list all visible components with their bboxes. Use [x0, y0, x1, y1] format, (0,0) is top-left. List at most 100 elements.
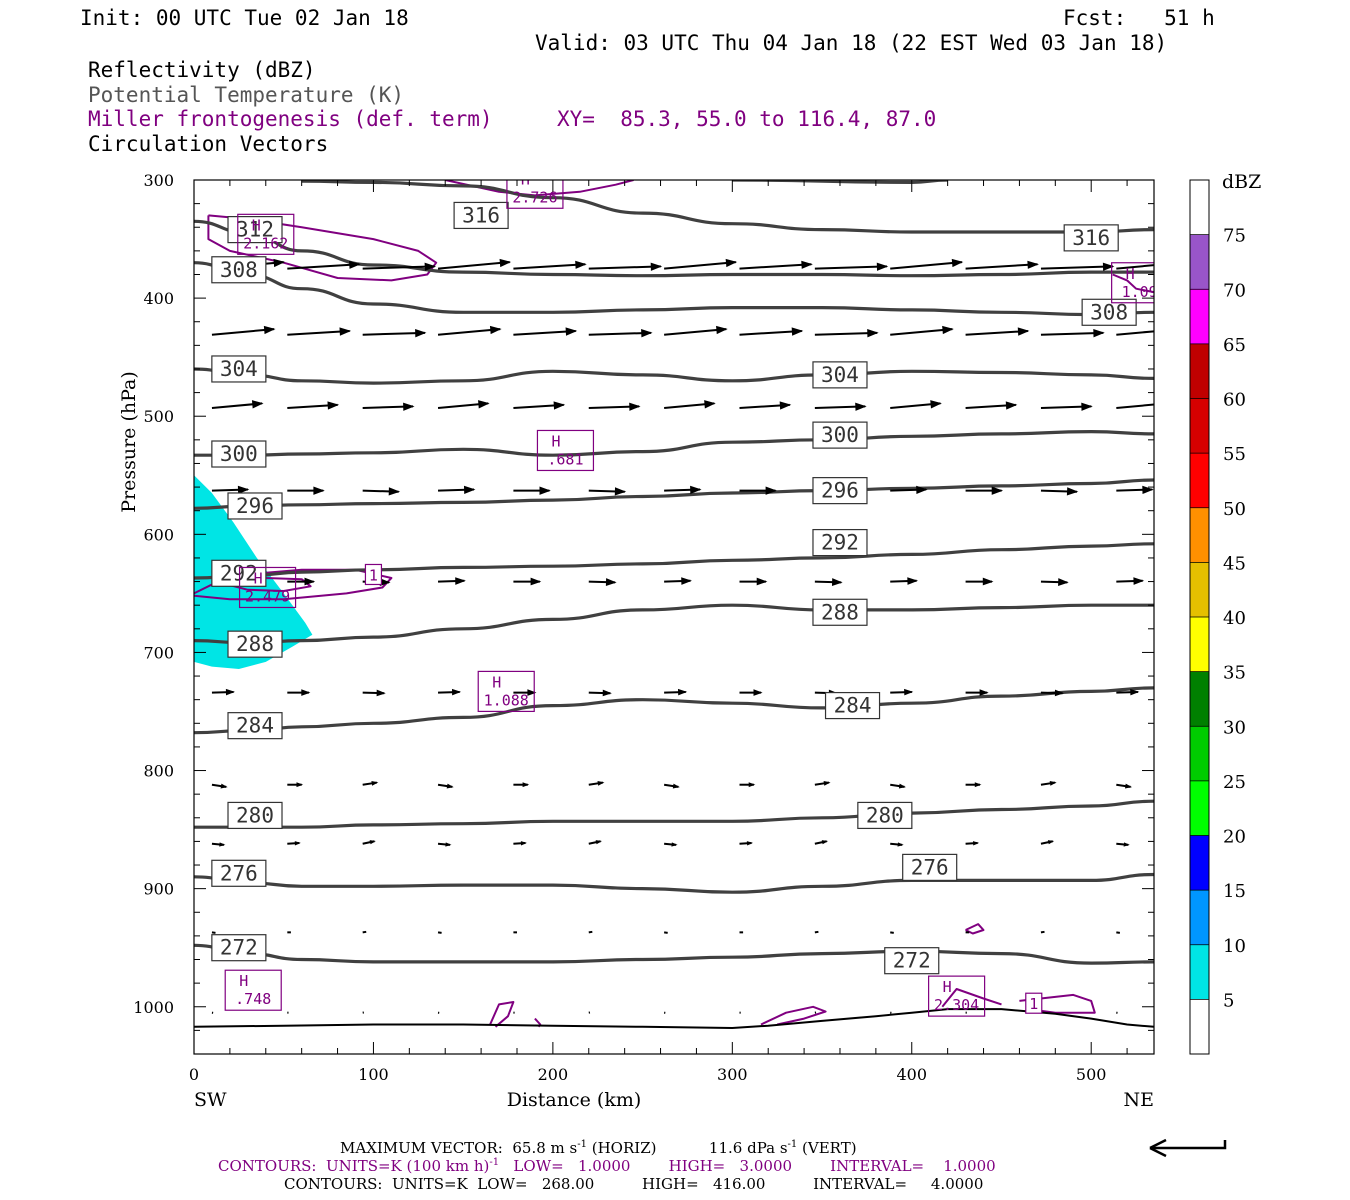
vector-head	[930, 400, 942, 409]
circulation-vector	[739, 327, 804, 336]
circulation-vector	[1040, 930, 1045, 934]
theta-label-text: 280	[866, 803, 904, 827]
theta-label-276: 276	[211, 859, 267, 887]
theta-label-276: 276	[902, 853, 958, 881]
vector-head	[629, 402, 641, 411]
vector-shaft	[437, 328, 501, 336]
frontogenesis-contour-10	[965, 923, 985, 935]
theta-contour-288	[194, 603, 1154, 645]
colorbar-segment	[1190, 562, 1209, 617]
vector-head	[446, 783, 454, 789]
vector-shaft	[588, 930, 593, 934]
colorbar-level-label: 35	[1223, 663, 1246, 684]
circulation-vector	[588, 487, 627, 496]
circulation-vector	[663, 783, 680, 789]
field-potential-temperature: Potential Temperature (K)	[88, 83, 405, 107]
theta-label-text: 300	[220, 442, 258, 466]
vector-head	[1049, 780, 1057, 786]
vector-head	[304, 577, 316, 586]
circulation-vector	[739, 782, 756, 788]
x-tick-label: 200	[538, 1065, 569, 1084]
vector-head	[539, 486, 551, 495]
theta-label-box	[227, 801, 283, 830]
vector-head	[565, 327, 578, 336]
frontogenesis-contour-label-text: 1	[1029, 995, 1038, 1013]
frontogenesis-max: H2.479	[238, 566, 297, 609]
circulation-vector	[1040, 780, 1057, 786]
vector-head	[1093, 329, 1105, 338]
vector-shaft	[287, 329, 350, 336]
vector-head	[499, 258, 512, 268]
vector-head	[671, 842, 678, 847]
vector-head	[746, 841, 753, 846]
circulation-vector	[890, 577, 919, 585]
vector-head	[605, 578, 617, 586]
colorbar-level-label: 15	[1223, 881, 1246, 902]
circulation-vector	[211, 325, 276, 336]
theta-label-text: 296	[236, 494, 274, 518]
theta-label-box	[812, 598, 868, 626]
circulation-vector	[362, 487, 401, 496]
theta-label-text: 292	[220, 561, 258, 585]
theta-label-300: 300	[211, 440, 267, 468]
vector-shaft	[664, 328, 727, 336]
circulation-vector	[588, 840, 602, 845]
theta-contour-296	[194, 478, 1154, 510]
vector-head	[220, 783, 228, 789]
frontogenesis-max-box	[477, 670, 535, 713]
reference-vector-shaft	[1150, 1140, 1227, 1150]
frontogenesis-max-value: 1.09	[1122, 283, 1158, 301]
circulation-vector	[739, 486, 777, 495]
vector-shaft	[890, 931, 894, 934]
vector-head	[313, 486, 325, 495]
frontogenesis-contour-2	[1112, 273, 1154, 294]
circulation-vector	[965, 486, 1004, 495]
theta-label-box	[211, 859, 267, 887]
frontogenesis-max: H2.726	[506, 180, 564, 209]
max-vector-exp2: -1	[787, 1139, 798, 1150]
theta-label-text: 288	[236, 632, 274, 656]
vector-head	[424, 262, 437, 271]
circulation-vector	[438, 485, 476, 495]
theta-label-316: 316	[453, 201, 509, 230]
max-vector-line: MAXIMUM VECTOR: 65.8 m s-1 (HORIZ) 11.6 …	[340, 1140, 857, 1156]
theta-label-text: 308	[220, 258, 258, 282]
vector-head	[1081, 402, 1093, 411]
circulation-vector	[287, 401, 340, 410]
theta-label-284: 284	[824, 691, 881, 720]
colorbar-segment	[1190, 234, 1209, 290]
theta-label-box	[824, 691, 881, 720]
theta-label-text: 276	[911, 855, 949, 879]
circulation-vector	[814, 402, 867, 411]
theta-label-284: 284	[227, 712, 283, 740]
vector-head	[451, 688, 462, 696]
vector-shaft	[588, 331, 652, 336]
vector-head	[725, 258, 738, 268]
vector-head	[530, 577, 542, 586]
theta-contour-276	[194, 872, 1154, 894]
frontogenesis-max-box	[506, 180, 564, 209]
vector-head	[1058, 578, 1069, 587]
frontogenesis-max-box	[237, 213, 295, 255]
max-vector-text: MAXIMUM VECTOR: 65.8 m s	[340, 1139, 578, 1157]
vector-head	[1130, 688, 1140, 696]
vector-head	[597, 780, 605, 786]
vector-head	[974, 782, 982, 788]
frontogenesis-max-value: 2.162	[243, 234, 288, 252]
circulation-vector	[814, 329, 879, 338]
theta-label-text: 308	[1090, 300, 1128, 324]
circulation-vector	[287, 577, 316, 586]
theta-label-text: 312	[236, 218, 274, 242]
frontogenesis-contour-label-box	[364, 563, 383, 586]
vector-head	[225, 688, 235, 696]
theta-contour-312	[194, 219, 1154, 278]
colorbar-segment	[1190, 999, 1209, 1054]
vector-head	[756, 577, 768, 586]
vector-head	[748, 782, 756, 788]
vector-shaft	[890, 261, 963, 270]
colorbar-segment	[1190, 289, 1209, 344]
circulation-vector	[1116, 931, 1121, 934]
circulation-vector	[437, 258, 512, 270]
vector-head	[371, 780, 379, 786]
colorbar-segment	[1190, 617, 1209, 672]
